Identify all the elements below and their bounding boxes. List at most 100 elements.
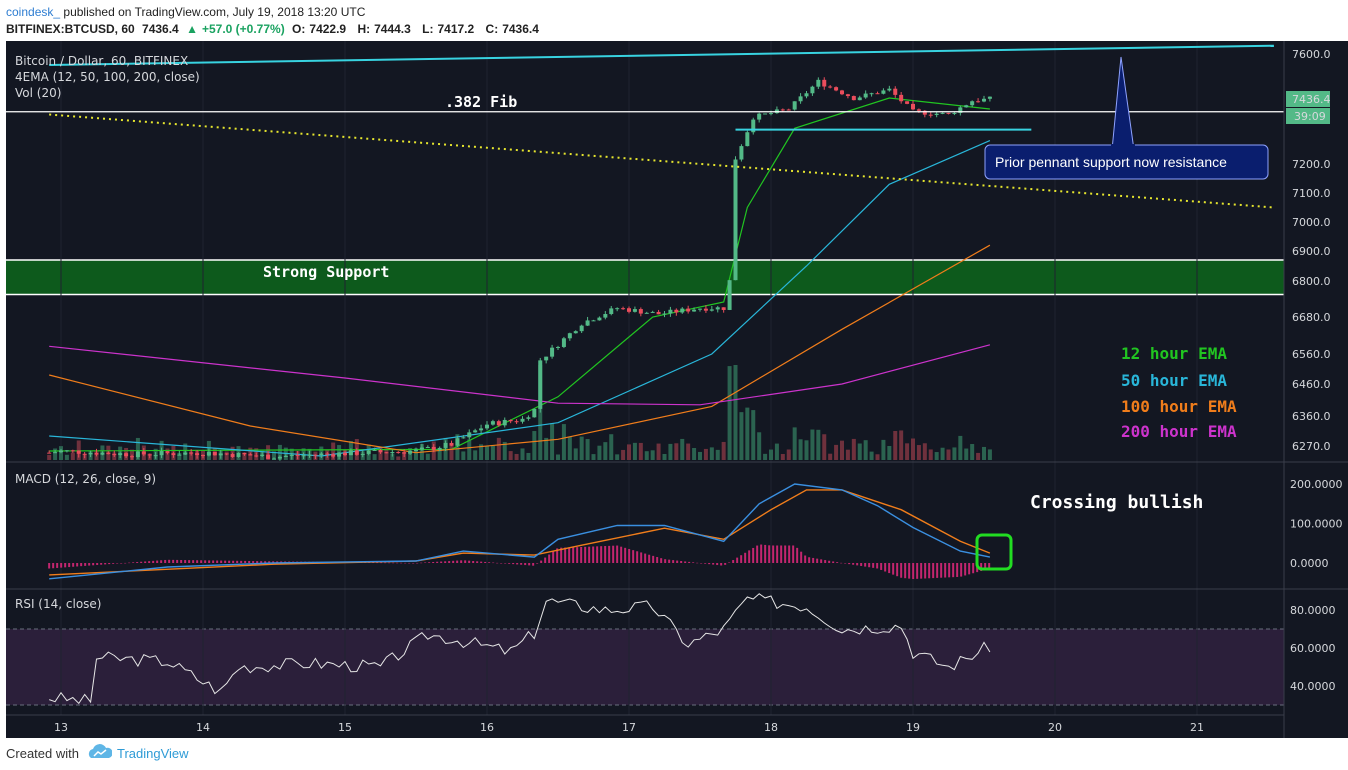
volume-bar: [597, 445, 602, 460]
candle-body: [64, 450, 69, 452]
volume-bar: [449, 443, 454, 460]
candle-body: [911, 103, 915, 110]
macd-histogram-bar: [108, 563, 111, 565]
volume-bar: [414, 448, 418, 460]
volume-bar: [242, 452, 247, 460]
macd-histogram-bar: [636, 551, 639, 563]
candle-body: [739, 146, 744, 160]
volume-bar: [899, 430, 904, 460]
macd-pane-title: MACD (12, 26, close, 9): [15, 472, 156, 486]
candle-body: [550, 347, 555, 357]
macd-histogram-bar: [56, 563, 59, 568]
volume-bar: [485, 446, 489, 460]
candle-body: [201, 455, 205, 457]
macd-histogram-bar: [460, 560, 463, 563]
volume-bar: [970, 444, 975, 460]
candle-body: [313, 454, 318, 456]
volume-bar: [573, 448, 578, 460]
volume-bar: [916, 445, 921, 460]
volume-bar: [579, 436, 584, 460]
time-axis-label: 13: [54, 721, 68, 734]
macd-histogram-bar: [712, 563, 715, 565]
candle-body: [834, 87, 839, 91]
macd-histogram-bar: [392, 562, 395, 564]
time-axis-background: [6, 715, 1284, 738]
macd-histogram-bar: [780, 545, 783, 563]
volume-bar: [721, 441, 726, 460]
macd-histogram-bar: [756, 545, 759, 563]
macd-histogram-bar: [832, 561, 835, 563]
author-link[interactable]: coindesk_: [6, 5, 61, 19]
macd-histogram-bar: [632, 550, 635, 563]
macd-histogram-bar: [800, 551, 803, 563]
macd-histogram-bar: [916, 563, 919, 579]
candle-body: [106, 452, 111, 455]
candle-body: [141, 451, 146, 455]
macd-histogram-bar: [168, 559, 171, 563]
candle-body: [934, 113, 939, 116]
price-axis-label: 7000.0: [1292, 216, 1331, 229]
macd-histogram-bar: [956, 563, 959, 577]
candle-body: [378, 449, 383, 453]
candle-body: [751, 119, 756, 133]
macd-histogram-bar: [464, 560, 467, 563]
tradingview-brand-link[interactable]: TradingView: [117, 746, 189, 761]
price-axis-label: 6680.0: [1292, 311, 1331, 324]
candle-body: [130, 456, 134, 458]
macd-histogram-bar: [644, 553, 647, 563]
candle-body: [686, 308, 691, 312]
macd-histogram: [48, 544, 991, 580]
countdown-tag: [1286, 108, 1330, 124]
candle-body: [289, 454, 294, 456]
legend-ema12: 12 hour EMA: [1121, 344, 1227, 363]
candle-body: [863, 93, 868, 98]
volume-bar: [928, 449, 933, 460]
macd-histogram-bar: [728, 562, 731, 563]
candle-body: [337, 452, 342, 457]
candle-body: [851, 96, 856, 101]
price-axis-label: 6560.0: [1292, 348, 1331, 361]
published-text: published on TradingView.com, July 19, 2…: [63, 5, 366, 19]
volume-bar: [544, 437, 549, 460]
macd-histogram-bar: [540, 560, 543, 563]
volume-bar: [816, 429, 821, 460]
candle-body: [538, 360, 543, 409]
candle-body: [763, 113, 768, 115]
macd-histogram-bar: [808, 557, 811, 563]
volume-bar: [751, 410, 756, 460]
macd-histogram-bar: [736, 557, 739, 563]
volume-bar: [845, 449, 850, 460]
macd-histogram-bar: [196, 560, 199, 563]
volume-bar: [650, 450, 655, 460]
candle-body: [431, 446, 436, 450]
candle-body: [260, 454, 265, 456]
macd-histogram-bar: [212, 560, 215, 563]
macd-histogram-bar: [224, 560, 227, 563]
volume-bar: [727, 366, 732, 460]
macd-histogram-bar: [896, 563, 899, 577]
macd-histogram-bar: [928, 563, 931, 579]
volume-bar: [656, 443, 661, 460]
candle-body: [650, 311, 655, 313]
rsi-line: [49, 593, 991, 705]
macd-histogram-bar: [120, 563, 123, 564]
macd-histogram-bar: [216, 560, 219, 563]
macd-histogram-bar: [788, 545, 791, 563]
candle-body: [118, 453, 123, 456]
volume-bar: [272, 451, 276, 460]
volume-bar: [786, 449, 791, 460]
volume-bar: [603, 442, 608, 460]
candle-body: [970, 101, 975, 106]
time-axis-label: 16: [480, 721, 494, 734]
candle-body: [703, 308, 708, 311]
macd-histogram-bar: [724, 563, 727, 565]
macd-histogram-bar: [64, 563, 67, 568]
candle-body: [987, 96, 992, 99]
macd-histogram-bar: [768, 545, 771, 563]
dotted-trendline: [49, 113, 1274, 209]
candle-body: [591, 320, 596, 322]
candle-body: [171, 453, 176, 456]
volume-bar: [53, 448, 58, 460]
candle-body: [82, 453, 87, 455]
